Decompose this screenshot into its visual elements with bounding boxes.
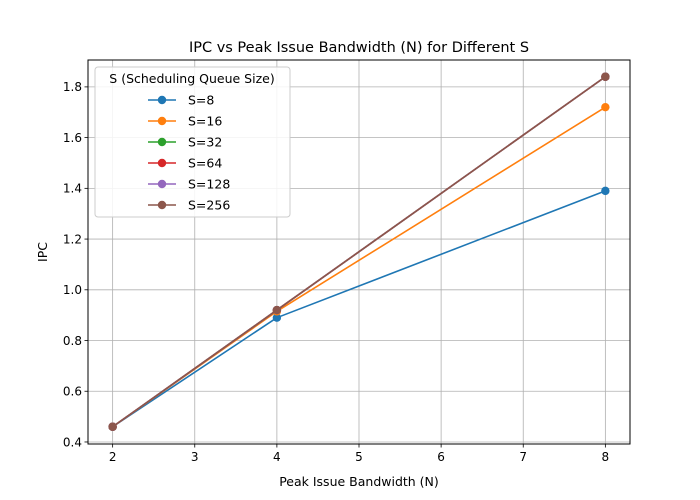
legend-box [94, 66, 291, 218]
legend-marker [157, 158, 167, 168]
data-point [108, 422, 117, 431]
y-tick-label: 1.8 [63, 80, 82, 94]
legend-label: S=8 [188, 93, 214, 108]
legend-marker [157, 200, 167, 210]
y-tick-label: 1.2 [63, 232, 82, 246]
legend-label: S=16 [188, 114, 222, 129]
x-tick-label: 5 [355, 450, 363, 464]
data-point [272, 313, 282, 322]
data-point [272, 305, 282, 315]
legend-marker [157, 116, 167, 126]
data-point [601, 186, 610, 196]
chart-title: IPC vs Peak Issue Bandwidth (N) for Diff… [189, 40, 529, 56]
data-point [601, 102, 610, 112]
legend-marker [157, 137, 167, 147]
y-tick-label: 0.6 [63, 385, 82, 399]
legend-label: S=32 [188, 135, 222, 150]
data-point [601, 72, 610, 81]
y-axis-label: IPC [35, 242, 50, 262]
y-tick-label: 1.0 [63, 283, 82, 297]
y-tick-label: 1.6 [63, 131, 82, 145]
x-axis-label: Peak Issue Bandwidth (N) [279, 474, 439, 489]
legend-marker [157, 95, 167, 105]
x-tick-label: 6 [437, 450, 445, 464]
y-tick-label: 0.4 [63, 435, 82, 449]
legend-items: S=8 S=16 S=32 S=64 S=128 S=256 [148, 93, 230, 213]
x-tick-label: 7 [519, 450, 527, 464]
x-tick-label: 3 [191, 450, 199, 464]
legend-label: S=128 [188, 177, 230, 192]
series-group [108, 72, 610, 431]
legend-marker [157, 179, 167, 189]
legend-label: S=64 [188, 156, 222, 171]
axis-ticks: 2 3 4 5 6 7 8 0.4 0.6 0.8 1.0 1.2 1.4 1.6 1.8 [63, 80, 609, 464]
y-tick-label: 0.8 [63, 334, 82, 348]
x-tick-label: 4 [273, 450, 281, 464]
x-tick-label: 8 [602, 450, 610, 464]
legend: S (Scheduling Queue Size) S=8 S=16 S=32 S=6… [94, 66, 291, 218]
legend-label: S=256 [188, 198, 230, 213]
legend-title: S (Scheduling Queue Size) [109, 71, 274, 86]
y-tick-label: 1.4 [63, 182, 82, 196]
x-tick-label: 2 [109, 450, 117, 464]
